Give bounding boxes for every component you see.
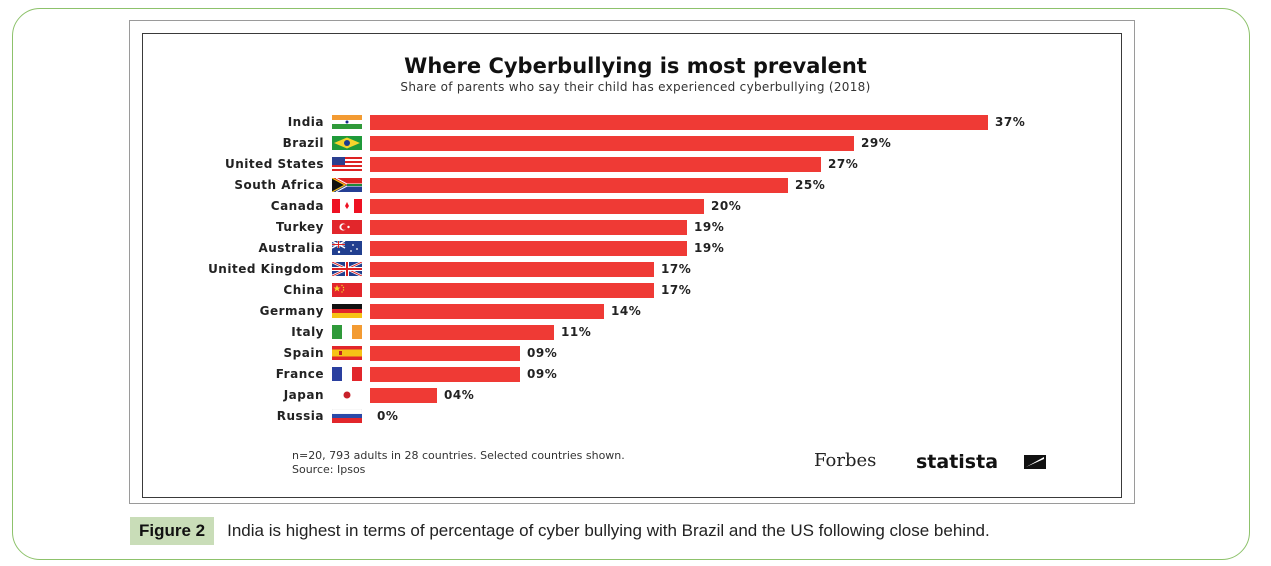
- figure-label: Figure 2: [130, 517, 215, 545]
- source-note: Source: Ipsos: [292, 463, 366, 476]
- chart-subtitle: Share of parents who say their child has…: [400, 80, 871, 94]
- russia-flag-icon: [332, 409, 362, 423]
- bar: [370, 220, 687, 235]
- bar: [370, 115, 988, 130]
- canada-flag-icon: [332, 199, 362, 213]
- data-label: 27%: [828, 157, 859, 171]
- bar: [370, 136, 854, 151]
- italy-flag-icon: [332, 325, 362, 339]
- category-label: Japan: [283, 388, 324, 402]
- data-label: 17%: [661, 262, 692, 276]
- japan-flag-icon: [332, 388, 362, 402]
- india-flag-icon: [332, 115, 362, 129]
- data-label: 11%: [561, 325, 592, 339]
- data-label: 14%: [611, 304, 642, 318]
- france-flag-icon: [332, 367, 362, 381]
- turkey-flag-icon: [332, 220, 362, 234]
- category-label: India: [287, 115, 324, 129]
- bar: [370, 241, 687, 256]
- figure-caption-text: India is highest in terms of percentage …: [227, 521, 990, 540]
- australia-flag-icon: [332, 241, 362, 255]
- category-label: Germany: [259, 304, 324, 318]
- bar: [370, 325, 554, 340]
- spain-flag-icon: [332, 346, 362, 360]
- category-label: Spain: [283, 346, 324, 360]
- category-label: Australia: [258, 241, 324, 255]
- bar: [370, 388, 437, 403]
- category-label: Italy: [291, 325, 324, 339]
- germany-flag-icon: [332, 304, 362, 318]
- figure-caption: Figure 2 India is highest in terms of pe…: [130, 516, 990, 546]
- sample-note: n=20, 793 adults in 28 countries. Select…: [292, 449, 625, 462]
- china-flag-icon: [332, 283, 362, 297]
- uk-flag-icon: [332, 262, 362, 276]
- south-africa-flag-icon: [332, 178, 362, 192]
- category-label: South Africa: [234, 178, 324, 192]
- data-label: 17%: [661, 283, 692, 297]
- data-label: 37%: [995, 115, 1026, 129]
- category-label: Turkey: [276, 220, 324, 234]
- statista-logo-text: statista: [916, 451, 999, 473]
- data-label: 19%: [694, 241, 725, 255]
- bar: [370, 367, 520, 382]
- data-label: 25%: [795, 178, 826, 192]
- category-label: France: [275, 367, 324, 381]
- category-label: United States: [224, 157, 324, 171]
- data-label: 09%: [527, 346, 558, 360]
- data-label: 29%: [861, 136, 892, 150]
- bar: [370, 346, 520, 361]
- bar: [370, 304, 604, 319]
- data-label: 09%: [527, 367, 558, 381]
- category-label: Canada: [270, 199, 324, 213]
- data-label: 20%: [711, 199, 742, 213]
- bar: [370, 199, 704, 214]
- bar: [370, 157, 821, 172]
- us-flag-icon: [332, 157, 362, 171]
- data-label: 04%: [444, 388, 475, 402]
- category-label: Russia: [276, 409, 324, 423]
- category-label: United Kingdom: [208, 262, 324, 276]
- chart-title: Where Cyberbullying is most prevalent: [404, 54, 867, 78]
- category-label: Brazil: [282, 136, 324, 150]
- category-label: China: [283, 283, 324, 297]
- forbes-logo: Forbes: [814, 450, 877, 471]
- bar: [370, 178, 788, 193]
- brazil-flag-icon: [332, 136, 362, 150]
- data-label: 0%: [377, 409, 399, 423]
- bar: [370, 262, 654, 277]
- data-label: 19%: [694, 220, 725, 234]
- bar: [370, 283, 654, 298]
- statista-icon: [1024, 455, 1046, 469]
